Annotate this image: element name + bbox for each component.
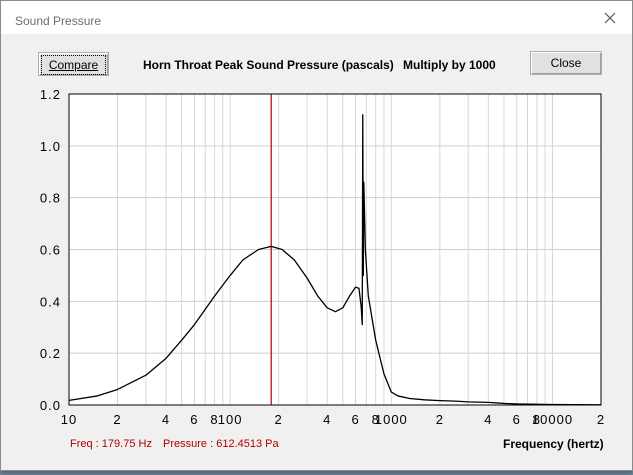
frequency-label: Freq : [70,438,99,450]
y-tick-label: 1.2 [40,87,61,102]
frequency-readout: Freq : 179.75 Hz [70,438,152,450]
x-tick-label: 6 [513,412,521,427]
x-tick-label: 1000 [375,412,408,427]
x-tick-label: 8 [372,412,380,427]
close-icon[interactable] [602,10,618,26]
x-tick-label: 10000 [532,412,573,427]
x-tick-label: 2 [275,412,283,427]
x-tick-label: 4 [323,412,331,427]
close-button[interactable]: Close [530,51,602,75]
x-tick-label: 4 [484,412,492,427]
multiplier-label: Multiply by 1000 [403,58,496,72]
y-tick-label: 0.6 [40,243,61,258]
x-axis-label: Frequency (hertz) [503,437,604,451]
x-tick-label: 6 [190,412,198,427]
pressure-value: 612.4513 Pa [216,438,279,450]
x-tick-label: 2 [597,412,605,427]
pressure-label: Pressure : [163,438,214,450]
plot-border [68,93,602,406]
chart-title: Horn Throat Peak Sound Pressure (pascals… [143,58,394,72]
title-bar: Sound Pressure [1,1,632,34]
x-tick-label: 100 [218,412,243,427]
y-tick-label: 0.8 [40,191,61,206]
compare-button-label: Compare [41,55,106,75]
y-tick-label: 1.0 [40,139,61,154]
x-tick-label: 2 [436,412,444,427]
compare-button[interactable]: Compare [38,52,109,76]
x-tick-label: 4 [162,412,170,427]
x-tick-label: 8 [210,412,218,427]
y-tick-label: 0.2 [40,346,61,361]
x-tick-label: 10 [61,412,77,427]
y-tick-label: 0.4 [40,294,61,309]
y-tick-label: 0.0 [40,398,61,413]
window-title: Sound Pressure [15,14,102,28]
pressure-series-line [68,114,602,406]
frequency-value: 179.75 Hz [101,438,152,450]
x-tick-label: 6 [351,412,359,427]
x-tick-label: 8 [533,412,541,427]
pressure-readout: Pressure : 612.4513 Pa [163,438,279,450]
x-tick-label: 2 [113,412,121,427]
